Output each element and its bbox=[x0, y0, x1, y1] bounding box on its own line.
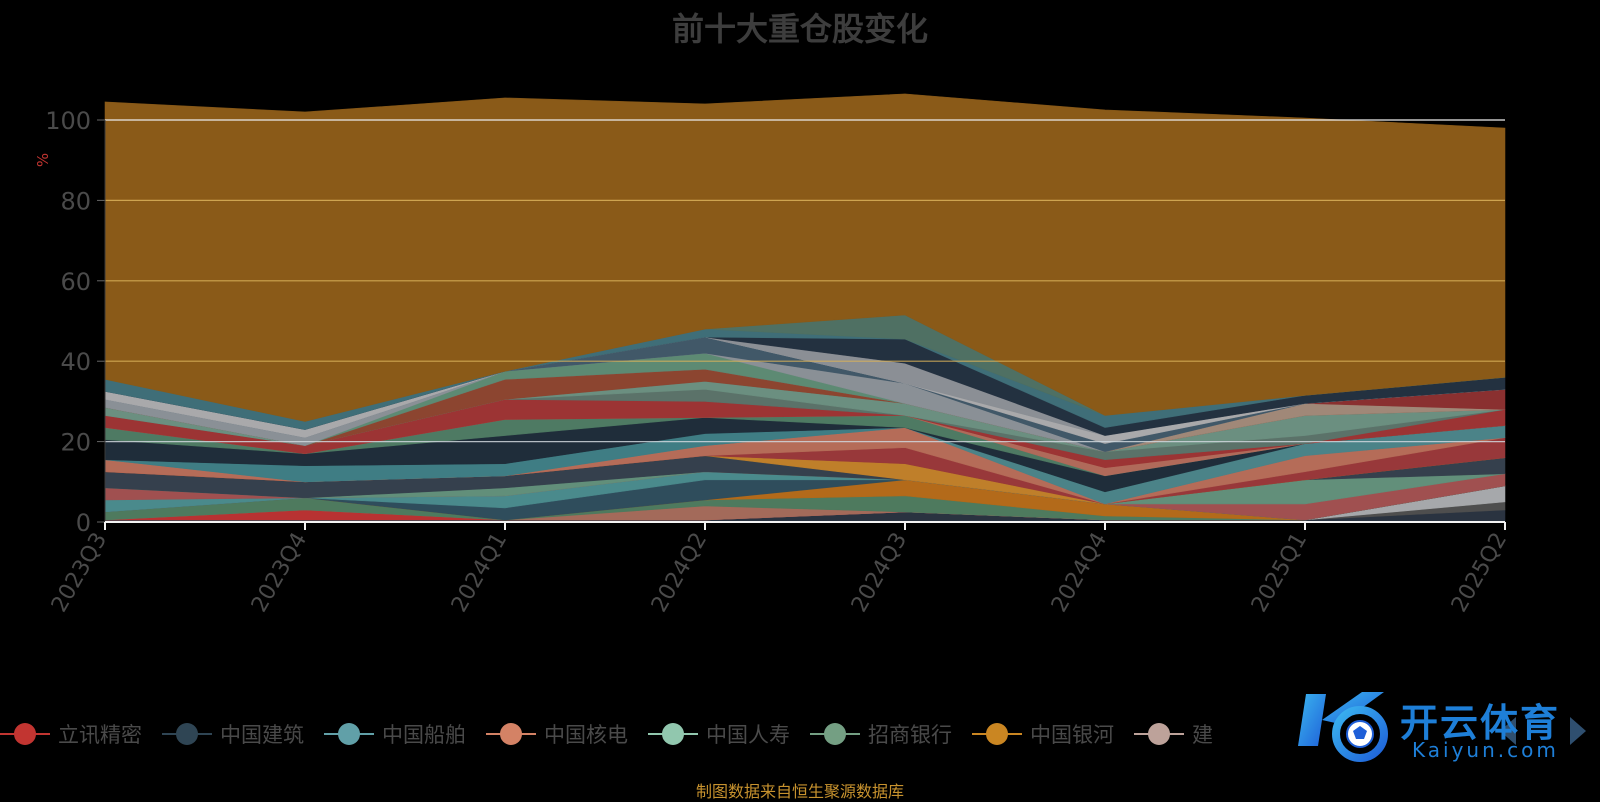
legend-label: 中国建筑 bbox=[220, 723, 304, 747]
legend-swatch-icon bbox=[162, 723, 212, 745]
legend-next-page-icon[interactable] bbox=[1570, 717, 1586, 745]
watermark-logo: 开云体育 Kaiyun.com bbox=[1292, 686, 1592, 770]
legend-item[interactable]: 立讯精密 bbox=[0, 719, 142, 749]
chart-title: 前十大重仓股变化 bbox=[671, 10, 928, 48]
y-tick-label: 100 bbox=[45, 107, 91, 135]
x-tick-label: 2024Q3 bbox=[847, 529, 912, 617]
y-tick-label: 20 bbox=[60, 429, 91, 457]
legend-swatch-icon bbox=[486, 723, 536, 745]
y-tick-label: 80 bbox=[60, 187, 91, 215]
legend-swatch-icon bbox=[324, 723, 374, 745]
area-中国银河 bbox=[104, 93, 1506, 422]
y-tick-label: 40 bbox=[60, 348, 91, 376]
x-tick-label: 2025Q1 bbox=[1247, 529, 1312, 617]
y-tick-label: 60 bbox=[60, 268, 91, 296]
x-tick-label: 2025Q2 bbox=[1447, 529, 1512, 617]
legend-label: 中国人寿 bbox=[706, 723, 790, 747]
legend-item[interactable]: 中国船舶 bbox=[324, 719, 466, 749]
legend-prev-page-icon[interactable] bbox=[1500, 717, 1516, 745]
legend-item[interactable]: 招商银行 bbox=[810, 719, 952, 749]
watermark-text-cn: 开云体育 bbox=[1400, 701, 1561, 745]
x-tick-label: 2023Q4 bbox=[247, 529, 312, 617]
legend-label: 中国核电 bbox=[544, 723, 628, 747]
legend-item[interactable]: 中国人寿 bbox=[648, 719, 790, 749]
y-tick-label: 0 bbox=[76, 509, 91, 537]
x-tick-label: 2024Q4 bbox=[1047, 529, 1112, 617]
legend-swatch-icon bbox=[648, 723, 698, 745]
legend-label: 建 bbox=[1192, 723, 1213, 747]
legend-label: 中国银河 bbox=[1030, 723, 1114, 747]
chart-legend: 立讯精密 中国建筑 中国船舶 中国核电 中国人寿 招商银行 中国银河 建 bbox=[0, 716, 1600, 752]
legend-item[interactable]: 建 bbox=[1134, 719, 1213, 749]
legend-swatch-icon bbox=[1134, 723, 1184, 745]
legend-item[interactable]: 中国建筑 bbox=[162, 719, 304, 749]
legend-label: 中国船舶 bbox=[382, 723, 466, 747]
watermark-text-en: Kaiyun.com bbox=[1412, 738, 1559, 762]
x-tick-label: 2023Q3 bbox=[47, 529, 112, 617]
legend-item[interactable]: 中国核电 bbox=[486, 719, 628, 749]
legend-swatch-icon bbox=[972, 723, 1022, 745]
legend-label: 立讯精密 bbox=[58, 723, 142, 747]
y-axis-label: % bbox=[34, 153, 52, 167]
watermark-emblem-icon bbox=[1298, 692, 1388, 762]
data-source-note: 制图数据来自恒生聚源数据库 bbox=[695, 782, 904, 801]
legend-swatch-icon bbox=[0, 723, 50, 745]
x-tick-label: 2024Q1 bbox=[447, 529, 512, 617]
legend-swatch-icon bbox=[810, 723, 860, 745]
x-tick-label: 2024Q2 bbox=[647, 529, 712, 617]
legend-item[interactable]: 中国银河 bbox=[972, 719, 1114, 749]
legend-label: 招商银行 bbox=[868, 723, 952, 747]
